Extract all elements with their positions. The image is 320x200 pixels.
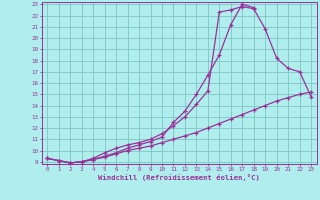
- X-axis label: Windchill (Refroidissement éolien,°C): Windchill (Refroidissement éolien,°C): [98, 174, 260, 181]
